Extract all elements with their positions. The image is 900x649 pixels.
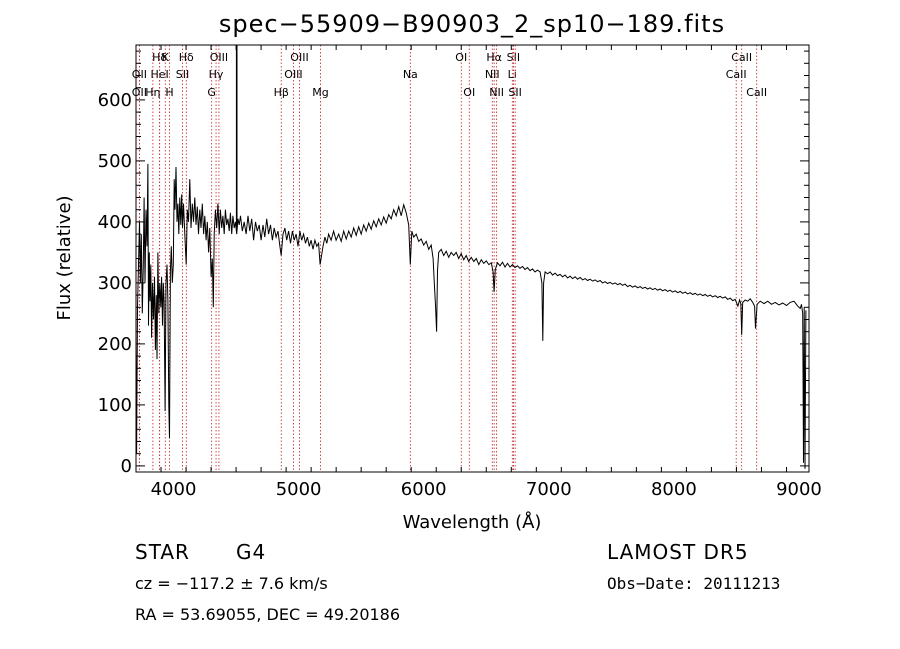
y-tick-label: 500 [98, 151, 132, 172]
object-class: STAR [135, 540, 190, 564]
x-tick-label: 8000 [651, 479, 697, 500]
line-marker-label: Li [508, 68, 517, 81]
survey-name: LAMOST DR5 [607, 540, 749, 564]
line-marker-label: OIII [284, 68, 302, 81]
line-marker-label: K [162, 51, 170, 64]
line-marker-label: Hη [145, 86, 160, 99]
redshift-velocity: cz = −117.2 ± 7.6 km/s [135, 574, 328, 593]
spectrum-chart: spec−55909−B90903_2_sp10−189.fits HδK Hδ O… [54, 10, 822, 533]
line-marker-label: SII [507, 51, 520, 64]
chart-title: spec−55909−B90903_2_sp10−189.fits [219, 10, 725, 38]
line-marker-label: Na [403, 68, 418, 81]
line-marker-label: H [165, 86, 173, 99]
y-tick-label: 100 [98, 395, 132, 416]
line-marker-label: NII [485, 68, 500, 81]
axes: 4000 5000 6000 7000 8000 9000 0 100 200 300 400 500… [98, 44, 822, 500]
observation-date: Obs−Date: 20111213 [607, 574, 781, 593]
y-tick-label: 0 [121, 456, 132, 477]
line-marker-label: Hα [486, 51, 502, 64]
line-marker-label: HeI [150, 68, 168, 81]
line-marker-label: OIII [290, 51, 308, 64]
line-marker-label: Hδ [179, 51, 194, 64]
x-tick-label: 4000 [151, 479, 197, 500]
line-marker-label: Hγ [209, 68, 224, 81]
line-marker-label: CaII [726, 68, 747, 81]
line-marker-label: Hβ [274, 86, 289, 99]
line-marker-label: Hδ [152, 51, 167, 64]
line-marker-label: Mg [312, 86, 328, 99]
line-marker-label: OI [463, 86, 475, 99]
line-marker-label: G [207, 86, 216, 99]
object-subclass: G4 [236, 540, 267, 564]
line-marker-label: CaII [746, 86, 767, 99]
x-tick-label: 5000 [276, 479, 322, 500]
y-axis-label: Flux (relative) [54, 195, 75, 320]
x-axis-label: Wavelength (Å) [403, 511, 542, 533]
plot-area [136, 45, 807, 469]
y-tick-label: 400 [98, 212, 132, 233]
coordinates: RA = 53.69055, DEC = 49.20186 [135, 605, 401, 624]
y-tick-label: 200 [98, 334, 132, 355]
x-tick-label: 6000 [401, 479, 447, 500]
line-marker-label: OIII [210, 51, 228, 64]
line-marker-label: OI [455, 51, 467, 64]
y-tick-label: 300 [98, 273, 132, 294]
spectrum-line [136, 163, 807, 469]
y-tick-label: 600 [98, 90, 132, 111]
x-tick-label: 9000 [776, 479, 822, 500]
line-marker-label: SII [176, 68, 189, 81]
line-marker-label: CaII [731, 51, 752, 64]
line-marker-label: NII [489, 86, 504, 99]
line-marker-label: SII [508, 86, 521, 99]
x-tick-label: 7000 [526, 479, 572, 500]
